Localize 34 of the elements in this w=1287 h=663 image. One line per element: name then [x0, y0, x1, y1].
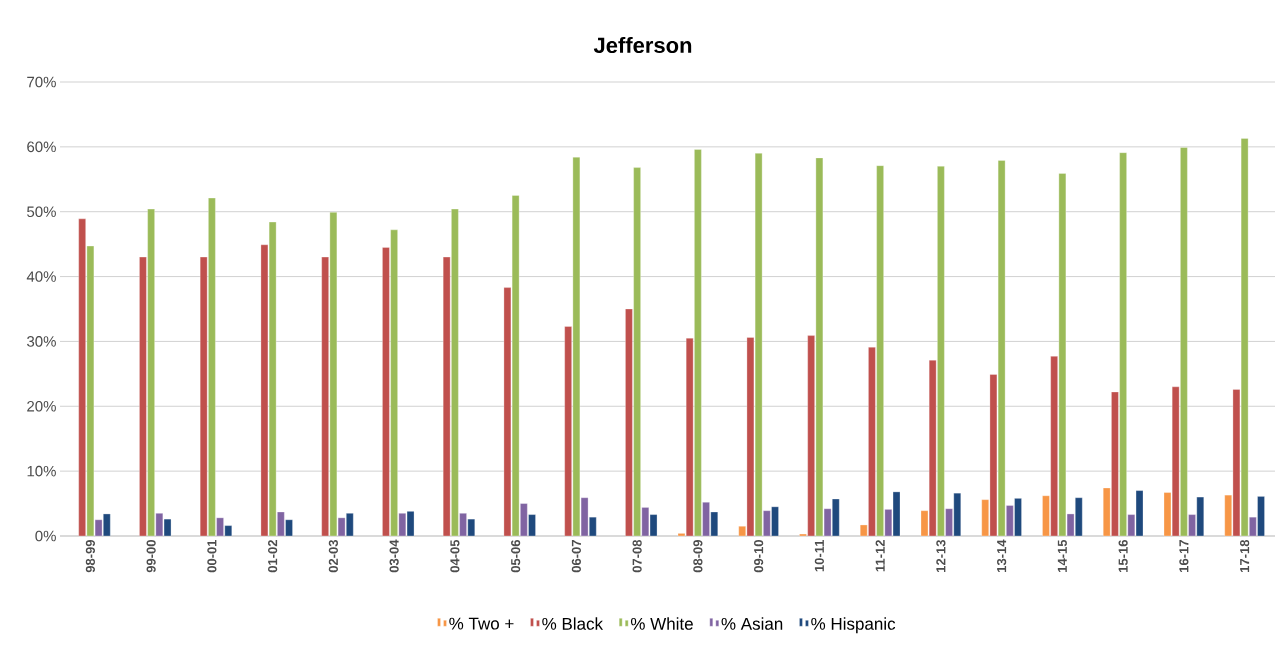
x-tick-label: 10-11 [814, 539, 824, 572]
x-tick-label: 14-15 [1057, 539, 1067, 572]
legend-label: % Hispanic [811, 617, 896, 634]
y-tick-label: 20% [27, 400, 56, 412]
y-tick-label: 0% [35, 530, 56, 542]
y-tick-label: 60% [27, 141, 56, 153]
x-tick-label: 12-13 [936, 540, 946, 572]
x-tick-label: 03-04 [389, 539, 399, 573]
x-tick-label: 99-00 [146, 540, 156, 573]
x-tick-label: 98-99 [85, 540, 95, 573]
legend-label: % White [630, 617, 693, 630]
y-tick-label: 50% [27, 206, 56, 218]
x-tick-label: 13-14 [997, 539, 1007, 572]
x-tick-label: 05-06 [511, 540, 521, 573]
y-tick-label: 30% [27, 336, 56, 347]
chart-title: Jefferson [593, 36, 692, 54]
legend-label: % Black [542, 617, 604, 630]
y-tick-label: 40% [26, 271, 56, 282]
x-tick-label: 08-09 [693, 540, 703, 573]
x-tick-label: 11-12 [875, 540, 885, 572]
x-tick-label: 16-17 [1179, 540, 1189, 572]
legend-label: % Two + [449, 617, 514, 630]
legend-label: % Asian [721, 617, 783, 630]
x-tick-label: 01-02 [268, 540, 278, 573]
x-tick-label: 02-03 [328, 540, 338, 573]
x-tick-label: 15-16 [1118, 540, 1128, 572]
x-tick-label: 00-01 [207, 539, 217, 573]
x-tick-label: 09-10 [754, 540, 764, 573]
y-tick-label: 70% [27, 76, 56, 88]
x-tick-label: 07-08 [632, 539, 642, 573]
x-tick-label: 06-07 [571, 540, 581, 573]
x-tick-label: 04-05 [450, 539, 460, 573]
y-tick-label: 10% [27, 465, 56, 477]
x-tick-label: 17-18 [1240, 539, 1250, 572]
